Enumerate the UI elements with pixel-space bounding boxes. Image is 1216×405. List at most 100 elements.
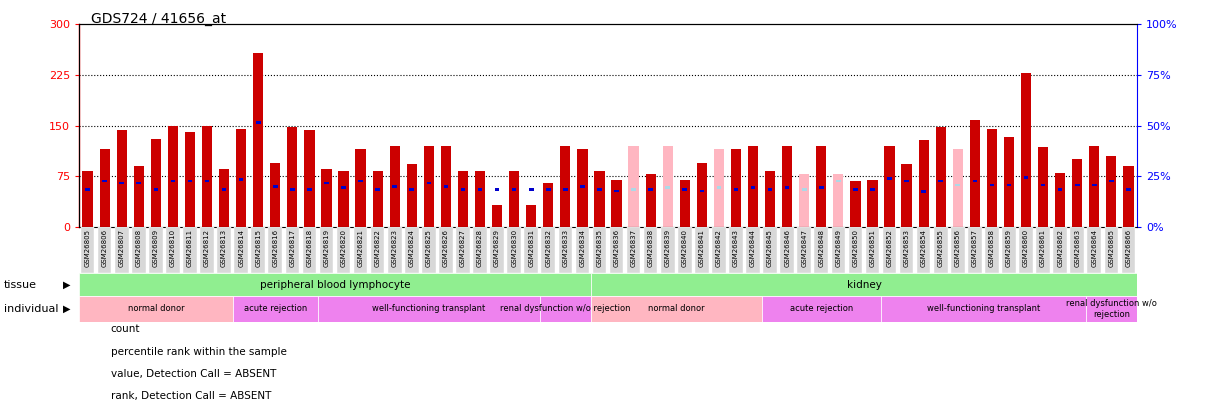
Bar — [376, 188, 379, 191]
Bar — [473, 227, 486, 273]
Bar — [648, 188, 653, 191]
Bar — [854, 188, 857, 191]
Bar — [372, 171, 383, 227]
Text: GSM26831: GSM26831 — [528, 229, 534, 267]
Bar — [985, 227, 998, 273]
Bar — [1002, 227, 1015, 273]
Bar — [882, 296, 1086, 322]
Bar — [850, 181, 861, 227]
Bar — [1021, 73, 1031, 227]
Bar — [575, 227, 590, 273]
Bar — [665, 186, 670, 189]
Text: rank, Detection Call = ABSENT: rank, Detection Call = ABSENT — [111, 391, 271, 401]
Text: peripheral blood lymphocyte: peripheral blood lymphocyte — [260, 279, 410, 290]
Bar — [1107, 156, 1116, 227]
Text: GSM26822: GSM26822 — [375, 229, 381, 267]
Bar — [1036, 227, 1049, 273]
Bar — [663, 146, 672, 227]
Bar — [100, 149, 109, 227]
Bar — [354, 227, 367, 273]
Text: ▶: ▶ — [63, 304, 71, 314]
Text: GSM26860: GSM26860 — [1023, 229, 1029, 267]
Bar — [1109, 179, 1114, 182]
Bar — [185, 132, 195, 227]
Bar — [406, 164, 417, 227]
Bar — [716, 186, 721, 189]
Text: individual: individual — [4, 304, 58, 314]
Bar — [832, 227, 845, 273]
Text: GSM26805: GSM26805 — [85, 229, 90, 267]
Bar — [951, 227, 964, 273]
Bar — [475, 171, 485, 227]
Bar — [456, 227, 469, 273]
Text: GSM26820: GSM26820 — [340, 229, 347, 267]
Text: GSM26806: GSM26806 — [102, 229, 108, 267]
Text: acute rejection: acute rejection — [243, 304, 306, 313]
Bar — [591, 296, 761, 322]
Bar — [131, 227, 146, 273]
Bar — [119, 181, 124, 184]
Bar — [801, 188, 806, 191]
Text: GSM26865: GSM26865 — [1108, 229, 1114, 267]
Bar — [969, 120, 980, 227]
Bar — [900, 227, 913, 273]
Bar — [626, 227, 641, 273]
Bar — [662, 227, 675, 273]
Bar — [317, 296, 540, 322]
Bar — [798, 227, 811, 273]
Bar — [901, 164, 912, 227]
Text: well-functioning transplant: well-functioning transplant — [927, 304, 1040, 313]
Text: GSM26815: GSM26815 — [255, 229, 261, 267]
Bar — [219, 169, 229, 227]
Bar — [410, 188, 415, 191]
Bar — [252, 227, 265, 273]
Text: GSM26809: GSM26809 — [153, 229, 159, 267]
Bar — [767, 188, 772, 191]
Text: GSM26864: GSM26864 — [1091, 229, 1097, 267]
Text: percentile rank within the sample: percentile rank within the sample — [111, 347, 287, 356]
Text: GSM26853: GSM26853 — [903, 229, 910, 267]
Text: GSM26823: GSM26823 — [392, 229, 398, 267]
Text: GSM26857: GSM26857 — [972, 229, 978, 267]
Text: GSM26852: GSM26852 — [886, 229, 893, 267]
Text: GSM26813: GSM26813 — [221, 229, 227, 267]
Text: GSM26838: GSM26838 — [648, 229, 654, 267]
Bar — [591, 273, 1137, 296]
Bar — [646, 174, 655, 227]
Bar — [799, 174, 810, 227]
Bar — [968, 227, 981, 273]
Bar — [342, 186, 345, 189]
Bar — [202, 126, 212, 227]
Text: GSM26837: GSM26837 — [631, 229, 637, 267]
Bar — [423, 146, 434, 227]
Bar — [461, 188, 466, 191]
Bar — [1019, 227, 1032, 273]
Bar — [918, 141, 929, 227]
Text: GSM26828: GSM26828 — [477, 229, 483, 267]
Bar — [134, 166, 143, 227]
Bar — [1058, 188, 1063, 191]
Bar — [287, 127, 298, 227]
Bar — [458, 171, 468, 227]
Bar — [612, 179, 621, 227]
Bar — [1070, 227, 1083, 273]
Bar — [97, 227, 112, 273]
Text: renal dysfunction w/o rejection: renal dysfunction w/o rejection — [500, 304, 631, 313]
Bar — [1024, 176, 1029, 179]
Bar — [117, 130, 126, 227]
Bar — [291, 188, 294, 191]
Text: GSM26859: GSM26859 — [1006, 229, 1012, 267]
Bar — [168, 126, 178, 227]
Bar — [973, 179, 978, 182]
Bar — [922, 190, 925, 193]
Bar — [136, 181, 141, 184]
Text: GSM26835: GSM26835 — [597, 229, 602, 267]
Bar — [495, 188, 500, 191]
Bar — [781, 227, 794, 273]
Bar — [939, 179, 944, 182]
Text: ▶: ▶ — [63, 279, 71, 290]
Bar — [935, 127, 946, 227]
Bar — [748, 146, 758, 227]
Text: GSM26814: GSM26814 — [238, 229, 244, 267]
Bar — [867, 179, 878, 227]
